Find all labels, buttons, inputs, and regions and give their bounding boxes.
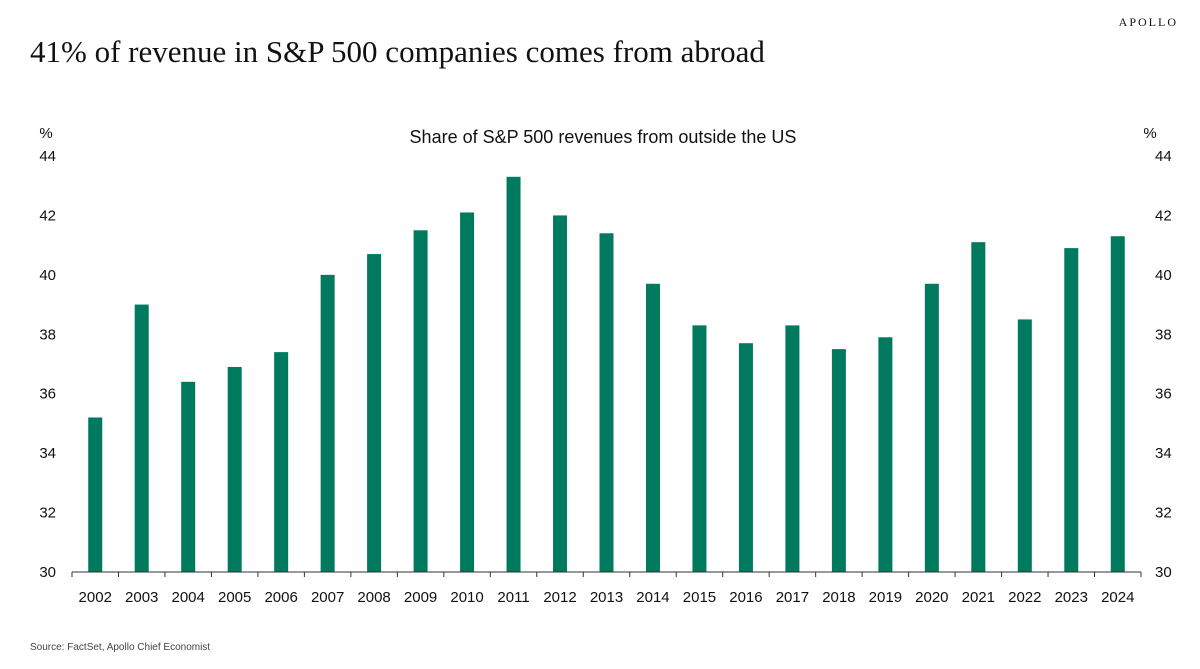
bar-2006 — [274, 352, 289, 572]
bar-2005 — [227, 366, 242, 572]
bar-2004 — [181, 381, 196, 572]
bar-2009 — [413, 230, 428, 573]
y-tick-label-right: 38 — [1155, 326, 1172, 343]
x-tick-label: 2007 — [311, 589, 344, 606]
y-axis-right: 30 32 34 36 38 40 42 44 — [1155, 148, 1172, 581]
x-tick-label: 2024 — [1101, 589, 1134, 606]
y-tick-label-left: 36 — [39, 386, 56, 403]
source-note: Source: FactSet, Apollo Chief Economist — [30, 642, 211, 653]
bar-2021 — [971, 242, 986, 572]
brand-logo: APOLLO — [1118, 15, 1178, 29]
y-tick-label-right: 42 — [1155, 207, 1172, 224]
y-tick-label-right: 44 — [1155, 148, 1172, 165]
x-tick-label: 2006 — [264, 589, 297, 606]
x-tick-label: 2022 — [1008, 589, 1041, 606]
y-tick-label-left: 34 — [39, 445, 56, 462]
bar-2014 — [645, 283, 660, 572]
bar-2016 — [738, 343, 753, 572]
bar-2019 — [878, 337, 893, 572]
x-tick-label: 2008 — [357, 589, 390, 606]
x-tick-label: 2009 — [404, 589, 437, 606]
page-title: 41% of revenue in S&P 500 companies come… — [30, 34, 765, 69]
bar-2012 — [553, 215, 568, 572]
bar-2017 — [785, 325, 800, 572]
y-tick-label-left: 30 — [39, 564, 56, 581]
x-tick-label: 2018 — [822, 589, 855, 606]
x-tick-label: 2012 — [543, 589, 576, 606]
bar-2023 — [1064, 248, 1079, 572]
left-axis-unit: % — [39, 125, 52, 142]
x-tick-label: 2019 — [869, 589, 902, 606]
bar-2013 — [599, 233, 614, 572]
x-tick-label: 2017 — [776, 589, 809, 606]
y-tick-label-left: 40 — [39, 267, 56, 284]
y-tick-label-right: 36 — [1155, 386, 1172, 403]
x-tick-label: 2020 — [915, 589, 948, 606]
x-tick-label: 2003 — [125, 589, 158, 606]
chart-title: Share of S&P 500 revenues from outside t… — [410, 127, 797, 147]
bar-2010 — [460, 212, 475, 572]
bar-2024 — [1110, 236, 1125, 572]
x-tick-label: 2016 — [729, 589, 762, 606]
x-tick-label: 2021 — [962, 589, 995, 606]
bar-2020 — [924, 283, 939, 572]
bar-2018 — [831, 349, 846, 572]
y-tick-label-right: 40 — [1155, 267, 1172, 284]
y-tick-label-right: 32 — [1155, 505, 1172, 522]
bar-2002 — [88, 417, 103, 572]
bar-2015 — [692, 325, 707, 572]
y-tick-label-left: 32 — [39, 505, 56, 522]
x-tick-label: 2004 — [172, 589, 205, 606]
right-axis-unit: % — [1143, 125, 1156, 142]
bar-2022 — [1017, 319, 1032, 572]
bar-2008 — [367, 254, 382, 573]
y-tick-label-left: 38 — [39, 326, 56, 343]
y-tick-label-left: 44 — [39, 148, 56, 165]
bar-2011 — [506, 176, 521, 573]
bar-2003 — [134, 304, 149, 572]
x-tick-label: 2010 — [450, 589, 483, 606]
x-tick-label: 2023 — [1055, 589, 1088, 606]
bars-group — [88, 176, 1125, 573]
bar-2007 — [320, 274, 335, 572]
x-tick-label: 2014 — [636, 589, 669, 606]
x-axis: 2002 2003 2004 2005 2006 2007 2008 2009 2010 2011… — [71, 571, 1142, 606]
bar-chart: Share of S&P 500 revenues from outside t… — [39, 125, 1172, 606]
x-tick-label: 2005 — [218, 589, 251, 606]
y-tick-label-right: 30 — [1155, 564, 1172, 581]
y-tick-label-left: 42 — [39, 207, 56, 224]
x-tick-label: 2015 — [683, 589, 716, 606]
y-axis-left: 30 32 34 36 38 40 42 44 — [39, 148, 56, 581]
x-tick-label: 2011 — [497, 589, 529, 606]
y-tick-label-right: 34 — [1155, 445, 1172, 462]
x-tick-label: 2002 — [79, 589, 112, 606]
x-tick-label: 2013 — [590, 589, 623, 606]
